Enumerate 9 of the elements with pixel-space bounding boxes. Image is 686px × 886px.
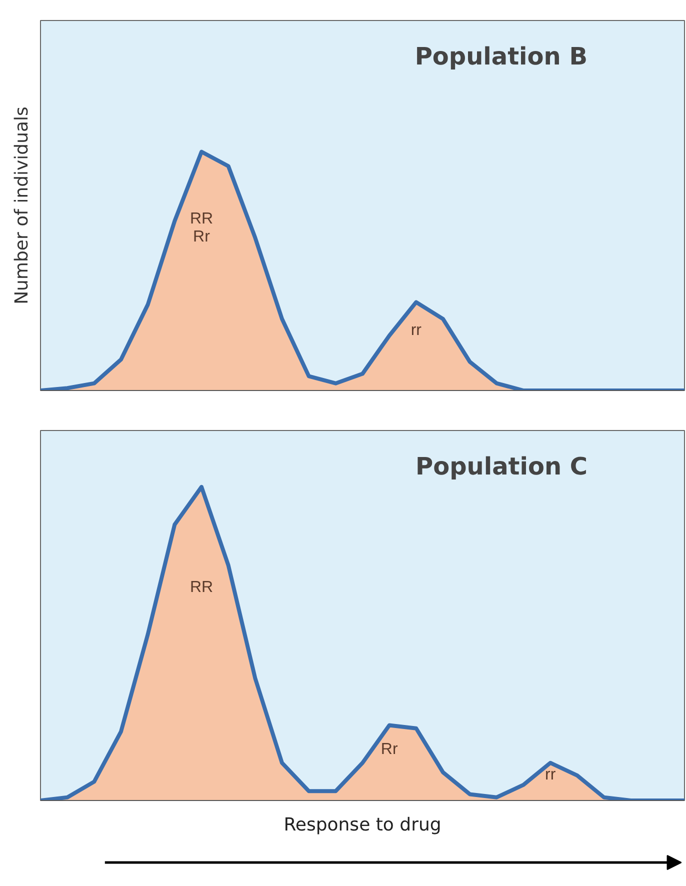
y-axis-title: Number of individuals	[12, 106, 32, 304]
chart-title: Population B	[414, 42, 588, 70]
chart-title: Population C	[415, 452, 588, 480]
annotation: rr	[545, 766, 556, 784]
annotation: RR	[190, 578, 214, 596]
annotation: Rr	[380, 740, 398, 758]
annotation: rr	[410, 322, 422, 339]
x-axis-title: Response to drug	[284, 814, 442, 836]
annotation: RR Rr	[190, 210, 214, 246]
